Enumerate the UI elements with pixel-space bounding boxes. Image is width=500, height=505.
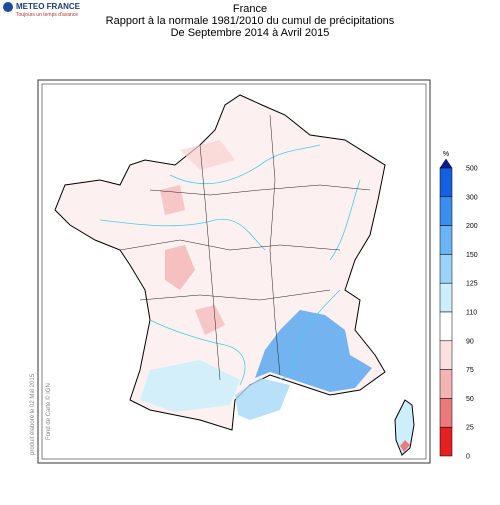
boundary <box>119 239 341 251</box>
produced-note: produit élaboré le 02 Mai 2015 <box>30 373 36 455</box>
legend-swatch <box>439 398 453 428</box>
title-line: France <box>233 3 267 15</box>
legend-label: 110 <box>466 310 477 317</box>
legend-label: 0 <box>466 454 470 461</box>
map <box>54 94 415 456</box>
legend-swatch <box>439 167 453 198</box>
legend-label: 90 <box>466 338 474 345</box>
dry-region <box>195 305 225 335</box>
legend-label: 500 <box>466 166 478 173</box>
basemap-note: Fond de Carte © IGN <box>45 383 52 440</box>
legend-label: 25 <box>466 425 474 432</box>
boundary <box>199 144 221 381</box>
corsica <box>394 399 415 456</box>
tagline: Toujours un temps d'avance <box>16 12 78 18</box>
rivers <box>99 144 361 386</box>
map-frame-inner <box>41 83 427 460</box>
river <box>99 218 266 251</box>
logo-icon <box>3 2 13 12</box>
legend-label: 125 <box>466 281 478 288</box>
river <box>169 144 321 185</box>
logo: METEO FRANCE Toujours un temps d'avance <box>3 2 81 18</box>
boundary <box>149 184 371 196</box>
boundary <box>139 289 331 301</box>
brand: METEO FRANCE <box>16 2 81 11</box>
map-frame <box>37 79 431 464</box>
wet-region <box>235 378 290 420</box>
boundary <box>269 114 281 376</box>
legend-label: 50 <box>466 396 474 403</box>
legend-swatch <box>439 311 453 342</box>
legend-swatch <box>439 196 453 226</box>
legend-swatch <box>439 369 453 399</box>
legend-label: 150 <box>466 252 478 259</box>
wet-region <box>140 360 240 412</box>
legend-label: 200 <box>466 223 478 230</box>
legend-unit: % <box>443 151 449 158</box>
legend: % 500 300 200 150 125 110 90 75 50 25 0 <box>439 151 478 461</box>
dry-region <box>180 140 235 170</box>
wet-region <box>255 310 372 392</box>
legend-label: 300 <box>466 194 478 201</box>
river <box>329 179 361 261</box>
title-line: De Septembre 2014 à Avril 2015 <box>171 27 330 39</box>
legend-swatch <box>439 426 453 457</box>
dry-region <box>165 245 195 290</box>
dry-region <box>400 440 410 452</box>
legend-label: 75 <box>466 367 474 374</box>
legend-swatch <box>439 282 453 313</box>
legend-swatch <box>439 340 453 370</box>
departments <box>119 114 371 381</box>
legend-swatch <box>439 225 453 255</box>
river <box>149 319 246 386</box>
river <box>279 289 341 379</box>
legend-swatch <box>439 254 453 284</box>
title-line: Rapport à la normale 1981/2010 du cumul … <box>106 15 395 27</box>
